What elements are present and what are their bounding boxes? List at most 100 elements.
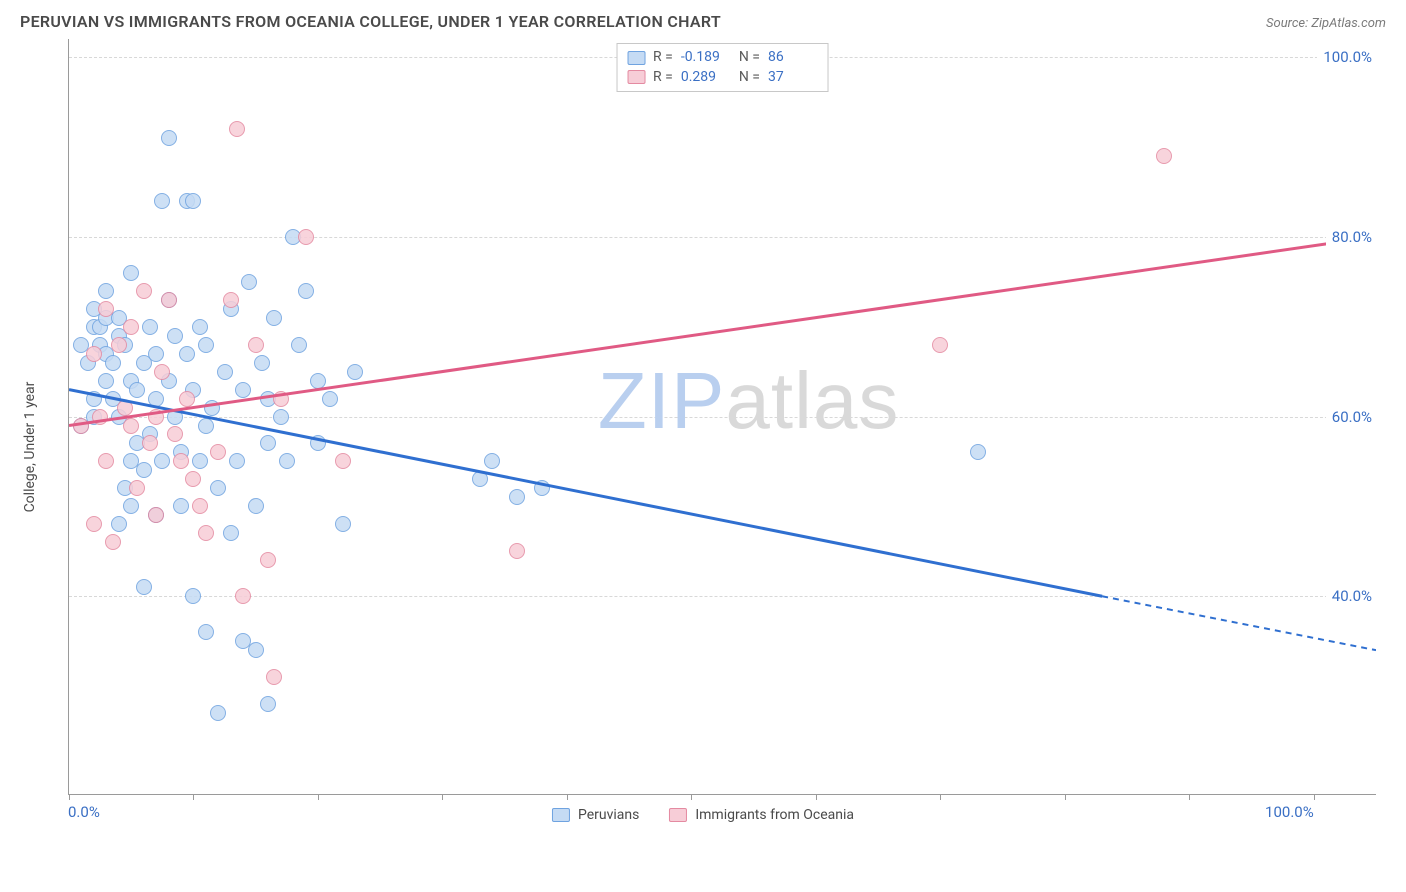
y-tick-label: 60.0% (1326, 407, 1378, 427)
plot-area: ZIPatlas R = -0.189 N = 86R = 0.289 N = … (68, 39, 1376, 795)
x-tick (193, 794, 194, 800)
series-legend: Peruvians Immigrants from Oceania (552, 807, 854, 823)
scatter-point (223, 292, 239, 308)
scatter-point (260, 696, 276, 712)
legend-label: Immigrants from Oceania (695, 807, 854, 823)
scatter-point (142, 319, 158, 335)
x-tick-label: 0.0% (68, 803, 100, 821)
scatter-point (185, 471, 201, 487)
gridline (69, 596, 1378, 597)
y-tick-label: 40.0% (1326, 586, 1378, 606)
scatter-point (167, 409, 183, 425)
scatter-point (185, 193, 201, 209)
scatter-point (105, 355, 121, 371)
scatter-point (509, 489, 525, 505)
scatter-point (142, 435, 158, 451)
scatter-point (217, 364, 233, 380)
scatter-point (534, 480, 550, 496)
stat-label: N = (739, 48, 760, 68)
scatter-point (92, 409, 108, 425)
scatter-point (129, 480, 145, 496)
x-tick (1314, 794, 1315, 800)
scatter-point (161, 292, 177, 308)
scatter-point (266, 669, 282, 685)
scatter-point (98, 373, 114, 389)
scatter-point (254, 355, 270, 371)
scatter-point (273, 391, 289, 407)
scatter-point (123, 498, 139, 514)
scatter-point (970, 444, 986, 460)
x-tick (1189, 794, 1190, 800)
scatter-point (260, 552, 276, 568)
stats-legend: R = -0.189 N = 86R = 0.289 N = 37 (616, 43, 829, 92)
scatter-point (335, 516, 351, 532)
scatter-point (173, 453, 189, 469)
scatter-point (111, 516, 127, 532)
scatter-point (484, 453, 500, 469)
scatter-point (148, 507, 164, 523)
x-tick (940, 794, 941, 800)
scatter-point (105, 534, 121, 550)
scatter-point (298, 283, 314, 299)
scatter-point (86, 391, 102, 407)
scatter-point (241, 274, 257, 290)
scatter-point (148, 409, 164, 425)
stat-r-value: -0.189 (681, 48, 731, 68)
scatter-point (210, 705, 226, 721)
x-tick (318, 794, 319, 800)
scatter-point (310, 373, 326, 389)
scatter-point (173, 498, 189, 514)
scatter-point (185, 588, 201, 604)
scatter-point (229, 121, 245, 137)
stat-n-value: 37 (768, 68, 818, 88)
stats-legend-row: R = -0.189 N = 86 (627, 48, 818, 68)
stats-legend-row: R = 0.289 N = 37 (627, 68, 818, 88)
scatter-point (223, 525, 239, 541)
scatter-point (161, 130, 177, 146)
scatter-point (154, 193, 170, 209)
scatter-point (111, 337, 127, 353)
stat-label: N = (739, 68, 760, 88)
watermark: ZIPatlas (598, 355, 899, 447)
scatter-point (198, 418, 214, 434)
scatter-point (198, 525, 214, 541)
legend-item: Peruvians (552, 807, 639, 823)
scatter-point (248, 337, 264, 353)
gridline (69, 417, 1378, 418)
scatter-point (266, 310, 282, 326)
y-tick-label: 80.0% (1326, 227, 1378, 247)
x-tick (69, 794, 70, 800)
scatter-point (248, 498, 264, 514)
stat-r-value: 0.289 (681, 68, 731, 88)
scatter-point (117, 400, 133, 416)
scatter-point (298, 229, 314, 245)
scatter-point (86, 346, 102, 362)
chart-title: PERUVIAN VS IMMIGRANTS FROM OCEANIA COLL… (20, 12, 721, 31)
scatter-point (129, 382, 145, 398)
scatter-point (86, 516, 102, 532)
scatter-point (167, 426, 183, 442)
stat-label: R = (653, 68, 673, 88)
scatter-point (123, 418, 139, 434)
source-credit: Source: ZipAtlas.com (1266, 16, 1386, 31)
legend-label: Peruvians (578, 807, 639, 823)
scatter-point (192, 498, 208, 514)
chart-container: College, Under 1 year ZIPatlas R = -0.18… (20, 39, 1386, 839)
y-tick-label: 100.0% (1317, 47, 1378, 67)
scatter-point (98, 301, 114, 317)
scatter-point (198, 337, 214, 353)
scatter-point (123, 319, 139, 335)
x-tick (816, 794, 817, 800)
scatter-point (248, 642, 264, 658)
scatter-point (210, 480, 226, 496)
scatter-point (98, 453, 114, 469)
x-tick (691, 794, 692, 800)
scatter-point (136, 283, 152, 299)
scatter-point (192, 319, 208, 335)
scatter-point (509, 543, 525, 559)
scatter-point (335, 453, 351, 469)
scatter-point (136, 462, 152, 478)
scatter-point (235, 382, 251, 398)
scatter-point (279, 453, 295, 469)
scatter-point (291, 337, 307, 353)
